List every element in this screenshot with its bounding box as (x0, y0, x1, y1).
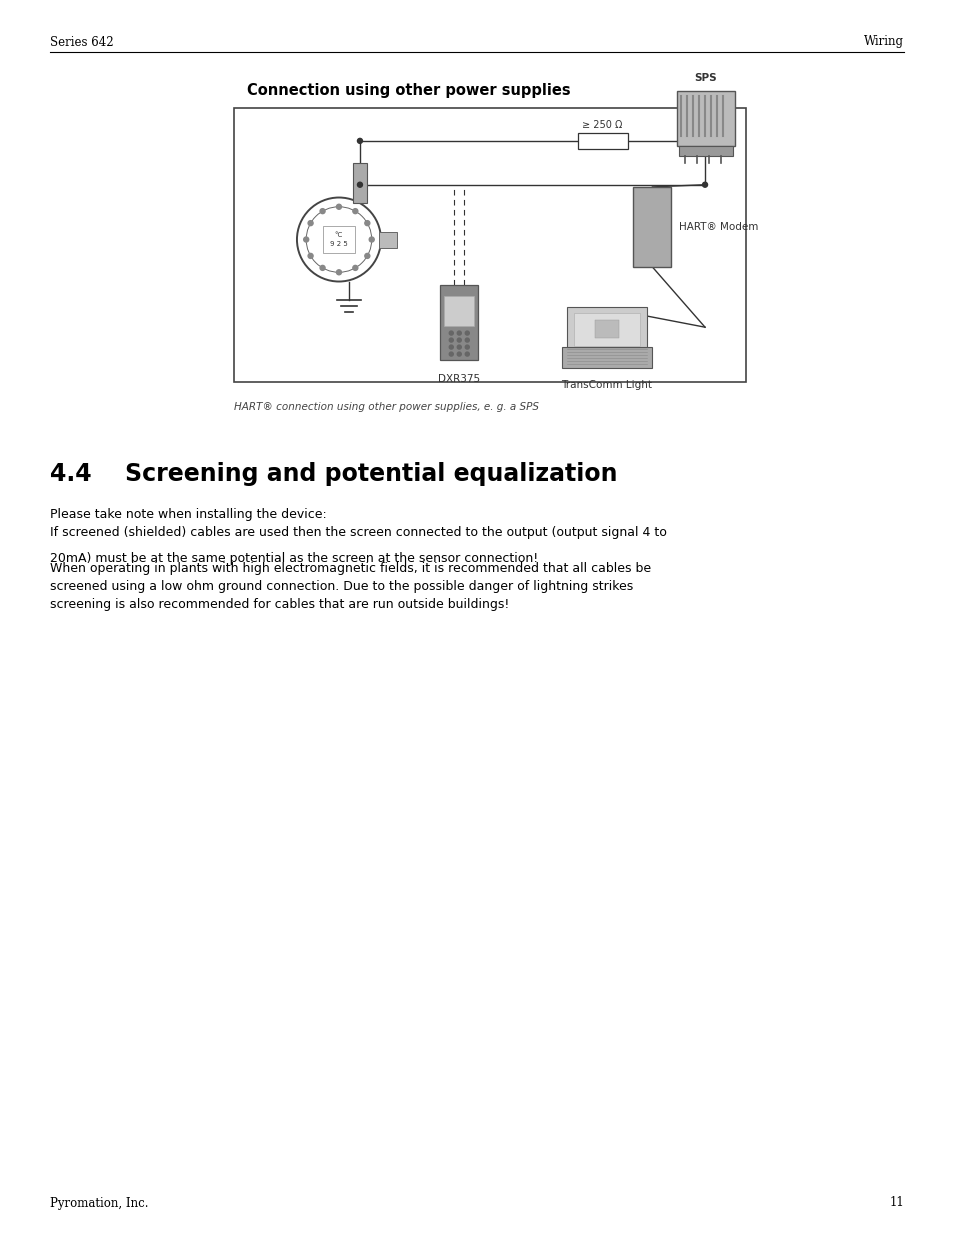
Bar (573, 312, 639, 346)
Text: screened using a low ohm ground connection. Due to the possible danger of lightn: screened using a low ohm ground connecti… (50, 580, 633, 593)
Circle shape (320, 209, 325, 214)
Circle shape (308, 221, 313, 226)
Circle shape (336, 269, 341, 274)
Bar (353, 163, 367, 203)
Circle shape (369, 237, 374, 242)
Bar (444, 296, 474, 326)
Bar (577, 133, 627, 149)
Circle shape (357, 183, 362, 188)
Circle shape (336, 204, 341, 209)
Circle shape (320, 266, 325, 270)
Circle shape (456, 352, 461, 356)
Text: screening is also recommended for cables that are run outside buildings!: screening is also recommended for cables… (50, 598, 509, 611)
Text: Wiring: Wiring (863, 36, 903, 48)
Text: HART® connection using other power supplies, e. g. a SPS: HART® connection using other power suppl… (233, 403, 538, 412)
Text: ≥ 250 Ω: ≥ 250 Ω (582, 120, 622, 130)
Circle shape (353, 209, 357, 214)
Circle shape (303, 237, 309, 242)
Circle shape (701, 138, 707, 143)
Circle shape (364, 253, 370, 258)
Text: Series 642: Series 642 (50, 36, 113, 48)
Circle shape (701, 183, 707, 188)
Circle shape (456, 331, 461, 335)
Circle shape (449, 352, 453, 356)
Circle shape (449, 345, 453, 350)
Circle shape (456, 345, 461, 350)
Bar (233, 107, 745, 382)
Text: 20mA) must be at the same potential as the screen at the sensor connection!: 20mA) must be at the same potential as t… (50, 552, 537, 564)
Bar (677, 91, 734, 146)
Circle shape (465, 345, 469, 350)
Circle shape (357, 138, 362, 143)
Circle shape (465, 331, 469, 335)
Bar (323, 226, 355, 253)
Circle shape (364, 221, 370, 226)
Bar (561, 347, 651, 368)
Circle shape (308, 253, 313, 258)
Text: 9 2 5: 9 2 5 (330, 241, 348, 247)
Circle shape (465, 352, 469, 356)
Bar (594, 320, 618, 338)
Text: If screened (shielded) cables are used then the screen connected to the output (: If screened (shielded) cables are used t… (50, 526, 666, 538)
Text: TransComm Light: TransComm Light (560, 380, 652, 390)
Text: When operating in plants with high electromagnetic fields, it is recommended tha: When operating in plants with high elect… (50, 562, 651, 576)
Text: SPS: SPS (694, 73, 717, 83)
Bar (566, 306, 646, 347)
Text: Please take note when installing the device:: Please take note when installing the dev… (50, 508, 327, 521)
Text: 11: 11 (888, 1197, 903, 1209)
Bar (378, 231, 396, 247)
Text: Pyromation, Inc.: Pyromation, Inc. (50, 1197, 149, 1209)
Text: °C: °C (335, 232, 343, 238)
Circle shape (353, 266, 357, 270)
Circle shape (449, 338, 453, 342)
Text: 4.4: 4.4 (50, 462, 91, 487)
Text: Connection using other power supplies: Connection using other power supplies (247, 83, 570, 98)
Circle shape (449, 331, 453, 335)
Circle shape (456, 338, 461, 342)
Bar (440, 285, 477, 361)
Text: Screening and potential equalization: Screening and potential equalization (125, 462, 617, 487)
Bar (633, 186, 671, 267)
Circle shape (465, 338, 469, 342)
Text: HART® Modem: HART® Modem (679, 222, 758, 232)
Bar (679, 146, 732, 156)
Text: DXR375: DXR375 (437, 374, 480, 384)
